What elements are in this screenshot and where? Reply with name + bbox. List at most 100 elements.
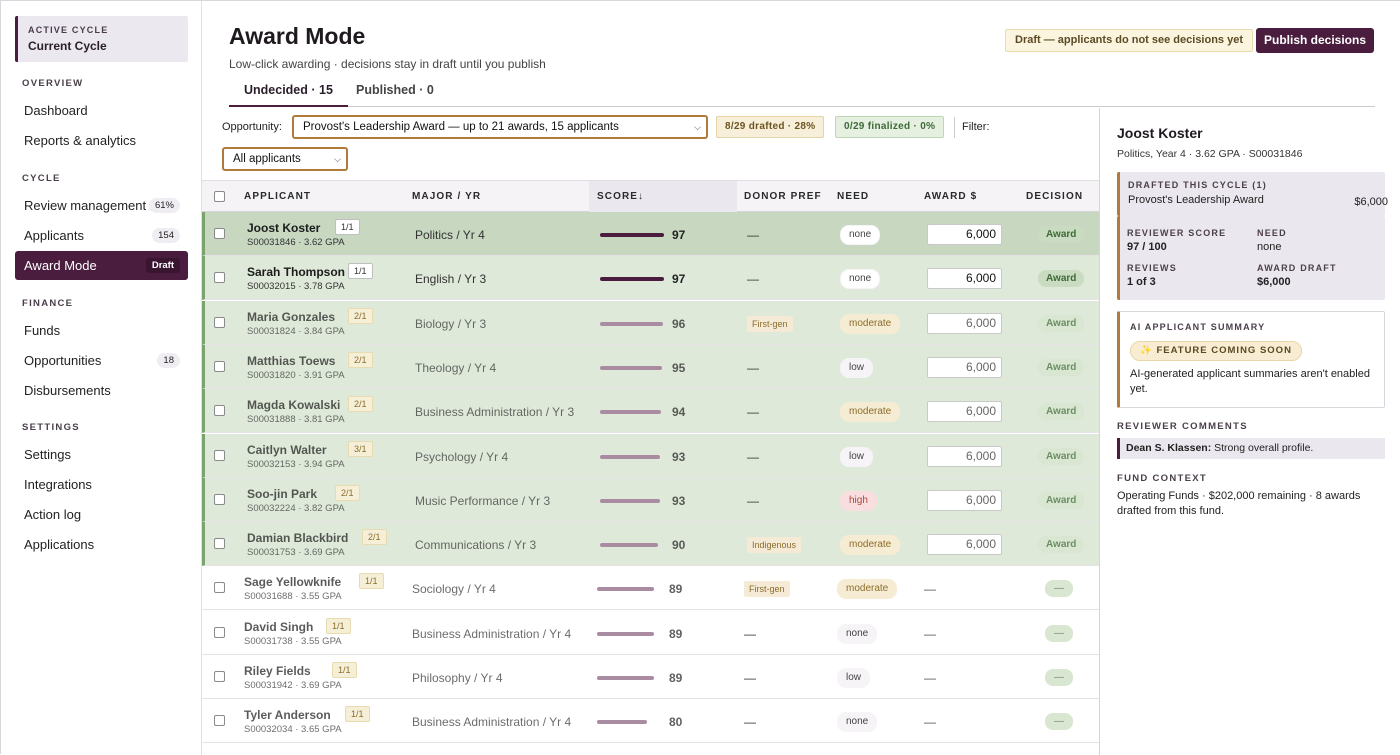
applicant-name[interactable]: Sage Yellowknife	[244, 575, 342, 590]
column-major[interactable]: MAJOR / YR	[412, 191, 482, 202]
sequence-badge: 2/1	[348, 396, 373, 413]
column-need[interactable]: NEED	[837, 191, 870, 202]
ai-summary-box: AI APPLICANT SUMMARY ✨ FEATURE COMING SO…	[1117, 311, 1385, 408]
sidebar-item-opportunities[interactable]: Opportunities 18	[15, 346, 188, 375]
column-applicant[interactable]: APPLICANT	[244, 191, 312, 202]
award-amount-input[interactable]: 6,000	[927, 224, 1002, 245]
decision-badge[interactable]: —	[1045, 713, 1073, 731]
sidebar-item-award-mode[interactable]: Award Mode Draft	[15, 251, 188, 280]
table-row[interactable]: Damian Blackbird 2/1 S00031753 · 3.69 GPA C…	[202, 522, 1099, 567]
score-value: 93	[672, 449, 686, 464]
award-amount-input[interactable]: 6,000	[927, 356, 1002, 378]
applicant-name[interactable]: David Singh	[244, 619, 314, 634]
applicant-name[interactable]: Joost Koster	[247, 221, 321, 235]
need-badge: low	[840, 357, 874, 378]
row-checkbox[interactable]	[214, 405, 225, 417]
decision-badge[interactable]: Award	[1038, 314, 1085, 332]
applicant-name[interactable]: Tyler Anderson	[244, 708, 331, 723]
applicants-filter-value: All applicants	[233, 153, 301, 165]
major-year: Business Administration / Yr 4	[412, 626, 572, 641]
award-amount-input[interactable]: 6,000	[927, 445, 1002, 467]
award-amount-input[interactable]: 6,000	[927, 534, 1002, 556]
table-row[interactable]: Joost Koster 1/1 S00031846 · 3.62 GPA Polit…	[202, 212, 1099, 256]
row-checkbox[interactable]	[214, 538, 225, 550]
sidebar-item-funds[interactable]: Funds	[15, 316, 188, 345]
column-donor-pref[interactable]: DONOR PREF	[744, 191, 822, 202]
sidebar-item-applications[interactable]: Applications	[15, 530, 188, 559]
row-checkbox[interactable]	[214, 493, 225, 505]
award-amount-input[interactable]: 6,000	[927, 489, 1002, 511]
score-value: 95	[672, 360, 686, 375]
draft-status-banner: Draft — applicants do not see decisions …	[1005, 29, 1253, 52]
table-row[interactable]: Sage Yellowknife 1/1 S00031688 · 3.55 GPA S…	[202, 566, 1099, 611]
sidebar-item-review-management[interactable]: Review management 61%	[15, 191, 188, 220]
row-checkbox[interactable]	[214, 228, 225, 239]
row-checkbox[interactable]	[214, 360, 225, 372]
cycle-switcher[interactable]: ACTIVE CYCLE Current Cycle	[15, 16, 188, 62]
sidebar-item-applicants[interactable]: Applicants 154	[15, 221, 188, 250]
applicant-name[interactable]: Maria Gonzales	[247, 309, 336, 324]
decision-badge[interactable]: Award	[1038, 270, 1085, 288]
row-checkbox[interactable]	[214, 449, 225, 461]
row-checkbox[interactable]	[214, 316, 225, 328]
tab-published[interactable]: Published · 0	[356, 83, 434, 97]
decision-badge[interactable]: Award	[1038, 536, 1085, 554]
donor-pref-tag: First-gen	[747, 315, 793, 332]
applicant-name[interactable]: Matthias Toews	[247, 353, 336, 368]
applicants-filter-select[interactable]: All applicants ⌵	[222, 147, 348, 171]
sidebar-item-integrations[interactable]: Integrations	[15, 470, 188, 499]
sidebar-item-label: Disbursements	[24, 383, 111, 398]
sequence-badge: 1/1	[326, 617, 351, 634]
row-checkbox[interactable]	[214, 715, 225, 727]
decision-badge[interactable]: Award	[1038, 447, 1085, 465]
column-award[interactable]: AWARD $	[924, 191, 978, 202]
decision-badge[interactable]: —	[1045, 669, 1073, 686]
table-row[interactable]: Tyler Anderson 1/1 S00032034 · 3.65 GPA Bus…	[202, 699, 1099, 744]
sidebar-item-disbursements[interactable]: Disbursements	[15, 376, 188, 405]
table-row[interactable]: David Singh 1/1 S00031738 · 3.55 GPA Busine…	[202, 611, 1099, 655]
student-id-gpa: S00031820 · 3.91 GPA	[247, 369, 345, 381]
table-row[interactable]: Magda Kowalski 2/1 S00031888 · 3.81 GPA Bus…	[202, 389, 1099, 434]
applicant-name[interactable]: Magda Kowalski	[247, 398, 341, 413]
decision-badge[interactable]: —	[1045, 624, 1073, 642]
applicant-name[interactable]: Riley Fields	[244, 664, 311, 678]
decision-badge[interactable]: Award	[1038, 358, 1085, 376]
sidebar-item-settings[interactable]: Settings	[15, 440, 188, 469]
sidebar-item-dashboard[interactable]: Dashboard	[15, 96, 188, 125]
table-row[interactable]: Soo-jin Park 2/1 S00032224 · 3.82 GPA Music…	[202, 477, 1099, 522]
award-amount-input[interactable]: 6,000	[927, 312, 1002, 334]
table-row[interactable]: Maria Gonzales 2/1 S00031824 · 3.84 GPA Bio…	[202, 300, 1099, 345]
column-score[interactable]: SCORE↓	[589, 181, 737, 212]
applicant-name[interactable]: Sarah Thompson	[247, 265, 346, 280]
table-row[interactable]: Riley Fields 1/1 S00031942 · 3.69 GPA Philo…	[202, 655, 1099, 699]
score-bar	[600, 454, 660, 459]
award-amount-input[interactable]: 6,000	[927, 401, 1002, 423]
sidebar-item-reports[interactable]: Reports & analytics	[15, 126, 188, 155]
decision-badge[interactable]: Award	[1038, 226, 1085, 243]
table-row[interactable]: Sarah Thompson 1/1 S00032015 · 3.78 GPA Eng…	[202, 256, 1099, 301]
select-all-checkbox[interactable]	[214, 191, 225, 202]
opportunity-select[interactable]: Provost's Leadership Award — up to 21 aw…	[292, 115, 708, 139]
applicant-name[interactable]: Damian Blackbird	[247, 531, 349, 546]
row-checkbox[interactable]	[214, 582, 225, 594]
toolbar-divider	[954, 117, 955, 138]
row-checkbox[interactable]	[214, 272, 225, 284]
tab-undecided[interactable]: Undecided · 15	[229, 81, 348, 107]
decision-badge[interactable]: Award	[1038, 403, 1085, 421]
sidebar-item-action-log[interactable]: Action log	[15, 500, 188, 529]
applicant-name[interactable]: Soo-jin Park	[247, 486, 318, 501]
major-year: Music Performance / Yr 3	[415, 493, 551, 508]
publish-decisions-button[interactable]: Publish decisions	[1256, 28, 1374, 53]
row-checkbox[interactable]	[214, 671, 225, 682]
decision-badge[interactable]: Award	[1038, 491, 1085, 509]
table-row[interactable]: Caitlyn Walter 3/1 S00032153 · 3.94 GPA Psy…	[202, 433, 1099, 478]
decision-badge[interactable]: —	[1045, 580, 1073, 598]
row-checkbox[interactable]	[214, 626, 225, 638]
award-amount-input[interactable]: 6,000	[927, 268, 1002, 290]
major-year: Biology / Yr 3	[415, 316, 487, 331]
applicant-name[interactable]: Caitlyn Walter	[247, 442, 327, 457]
table-row[interactable]: Matthias Toews 2/1 S00031820 · 3.91 GPA The…	[202, 344, 1099, 389]
column-decision[interactable]: DECISION	[1026, 191, 1084, 202]
need-summary: NEED none	[1257, 228, 1287, 253]
tab-bar: Undecided · 15 Published · 0	[229, 81, 1375, 107]
